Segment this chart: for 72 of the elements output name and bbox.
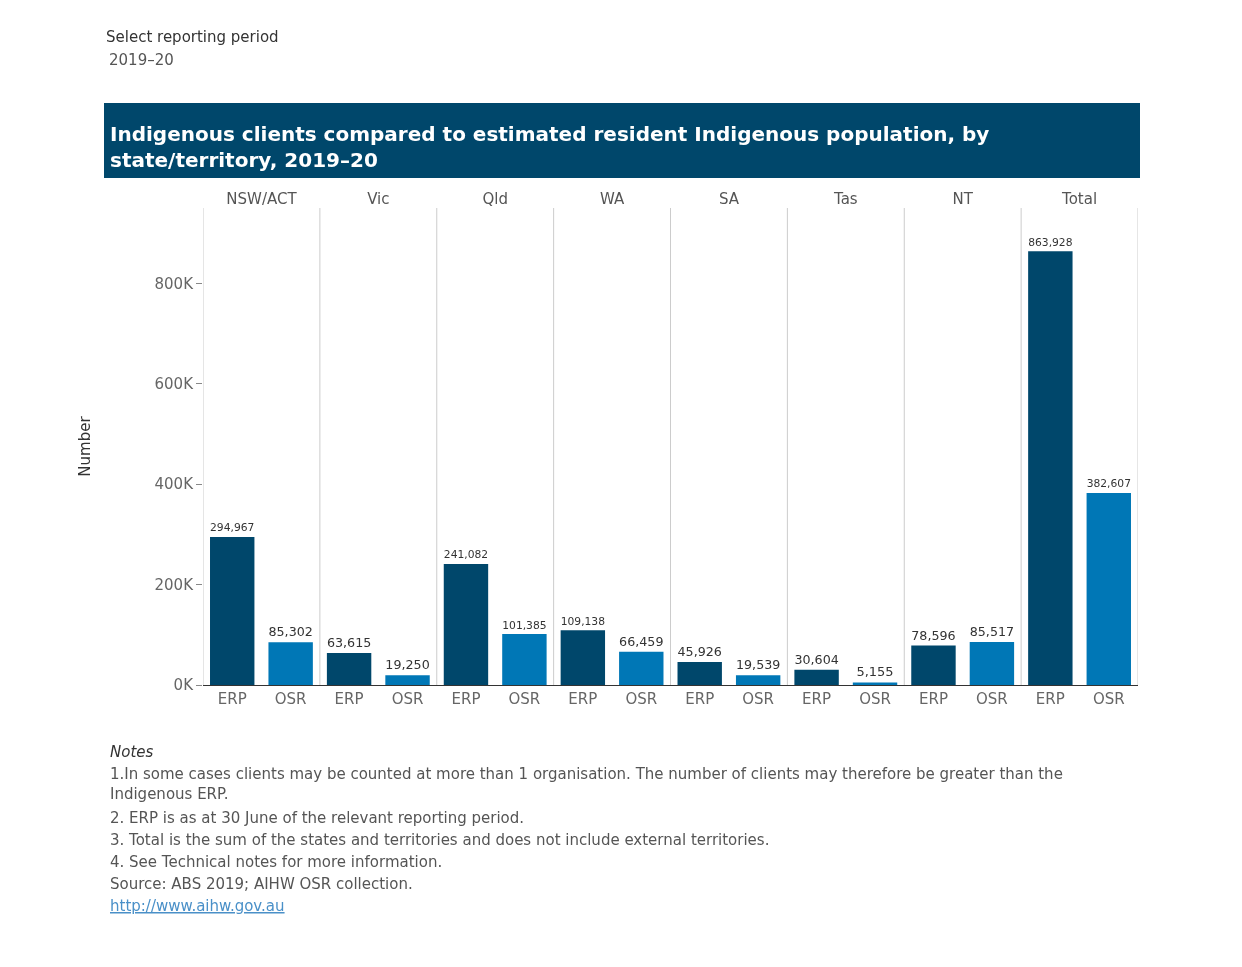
data-label: 85,302	[268, 624, 313, 640]
x-tick-label: NSW/ACT	[226, 190, 298, 208]
bar	[1028, 251, 1073, 685]
text: OSR	[391, 690, 424, 708]
text: 2019–20	[109, 51, 174, 69]
data-label: 241,082	[443, 548, 489, 562]
data-label: 78,596	[911, 627, 956, 643]
text: ERP	[568, 690, 598, 708]
y-tick-label: 400K	[154, 475, 195, 494]
bar	[443, 563, 489, 685]
text: 4. See Technical notes for more information.	[110, 853, 443, 871]
bar	[560, 630, 606, 685]
text: ERP	[1035, 690, 1065, 708]
chart-title: Indigenous clients compared to estimated resident Indigenous population, by state/territory, 2019–20	[110, 122, 990, 172]
bar	[268, 642, 313, 685]
bar	[385, 675, 430, 685]
text: Notes	[110, 743, 154, 761]
data-label: 85,517	[969, 624, 1015, 640]
bar	[969, 642, 1015, 685]
data-label: 5,155	[856, 664, 894, 680]
text: 2. ERP is as at 30 June of the relevant reporting period.	[110, 809, 525, 827]
text: 1.In some cases clients may be counted at more than 1 organisation. The number of clients may therefore be greater than the Indigenous ERP.	[110, 765, 1063, 803]
data-label: 66,459	[619, 633, 664, 649]
text: ERP	[802, 690, 832, 708]
x-tick-label: Total	[1061, 190, 1098, 208]
text: http://www.aihw.gov.au	[110, 897, 285, 915]
data-label: 101,385	[502, 618, 547, 632]
series-label: ERP	[217, 690, 247, 708]
data-label: 382,607	[1086, 477, 1131, 491]
source-note: Source: ABS 2019; AIHW OSR collection.	[110, 875, 413, 893]
data-label: 45,926	[677, 644, 722, 660]
text: OSR	[508, 690, 541, 708]
y-tick-label: 800K	[154, 274, 195, 293]
text: ERP	[918, 690, 948, 708]
x-tick-label: NT	[952, 190, 974, 208]
x-tick-label: Vic	[367, 190, 390, 208]
bar	[677, 661, 722, 685]
series-label: OSR	[274, 690, 307, 708]
y-tick-label: 600K	[154, 374, 195, 393]
data-label: 19,250	[385, 657, 430, 673]
text: OSR	[976, 690, 1008, 708]
text: ERP	[451, 690, 481, 708]
data-label: 19,539	[735, 657, 781, 673]
text: ERP	[334, 690, 364, 708]
text: Select reporting period	[106, 28, 279, 46]
y-tick-label: 0K	[173, 676, 195, 695]
data-label: 63,615	[326, 635, 372, 651]
text: 3. Total is the sum of the states and territories and does not include external territories.	[110, 831, 770, 849]
data-label: 109,138	[560, 614, 606, 628]
y-axis-title: Number	[75, 415, 94, 477]
bar	[852, 682, 898, 685]
text: OSR	[742, 690, 775, 708]
bar	[210, 536, 255, 685]
text: ERP	[685, 690, 715, 708]
data-label: 863,928	[1028, 235, 1073, 249]
bar	[794, 669, 839, 685]
x-tick-label: SA	[718, 190, 740, 208]
text: OSR	[859, 690, 891, 708]
x-tick-label: Qld	[482, 190, 508, 208]
x-tick-label: Tas	[832, 190, 858, 208]
x-tick-label: WA	[599, 190, 625, 208]
bar	[502, 634, 547, 685]
text: OSR	[625, 690, 658, 708]
y-tick-label: 200K	[154, 575, 195, 594]
bar	[326, 653, 372, 685]
bar	[735, 675, 781, 685]
bar	[619, 651, 664, 685]
bar	[1086, 492, 1131, 685]
data-label: 294,967	[210, 521, 255, 535]
data-label: 30,604	[794, 651, 839, 667]
text: OSR	[1092, 690, 1125, 708]
bar	[911, 645, 956, 685]
